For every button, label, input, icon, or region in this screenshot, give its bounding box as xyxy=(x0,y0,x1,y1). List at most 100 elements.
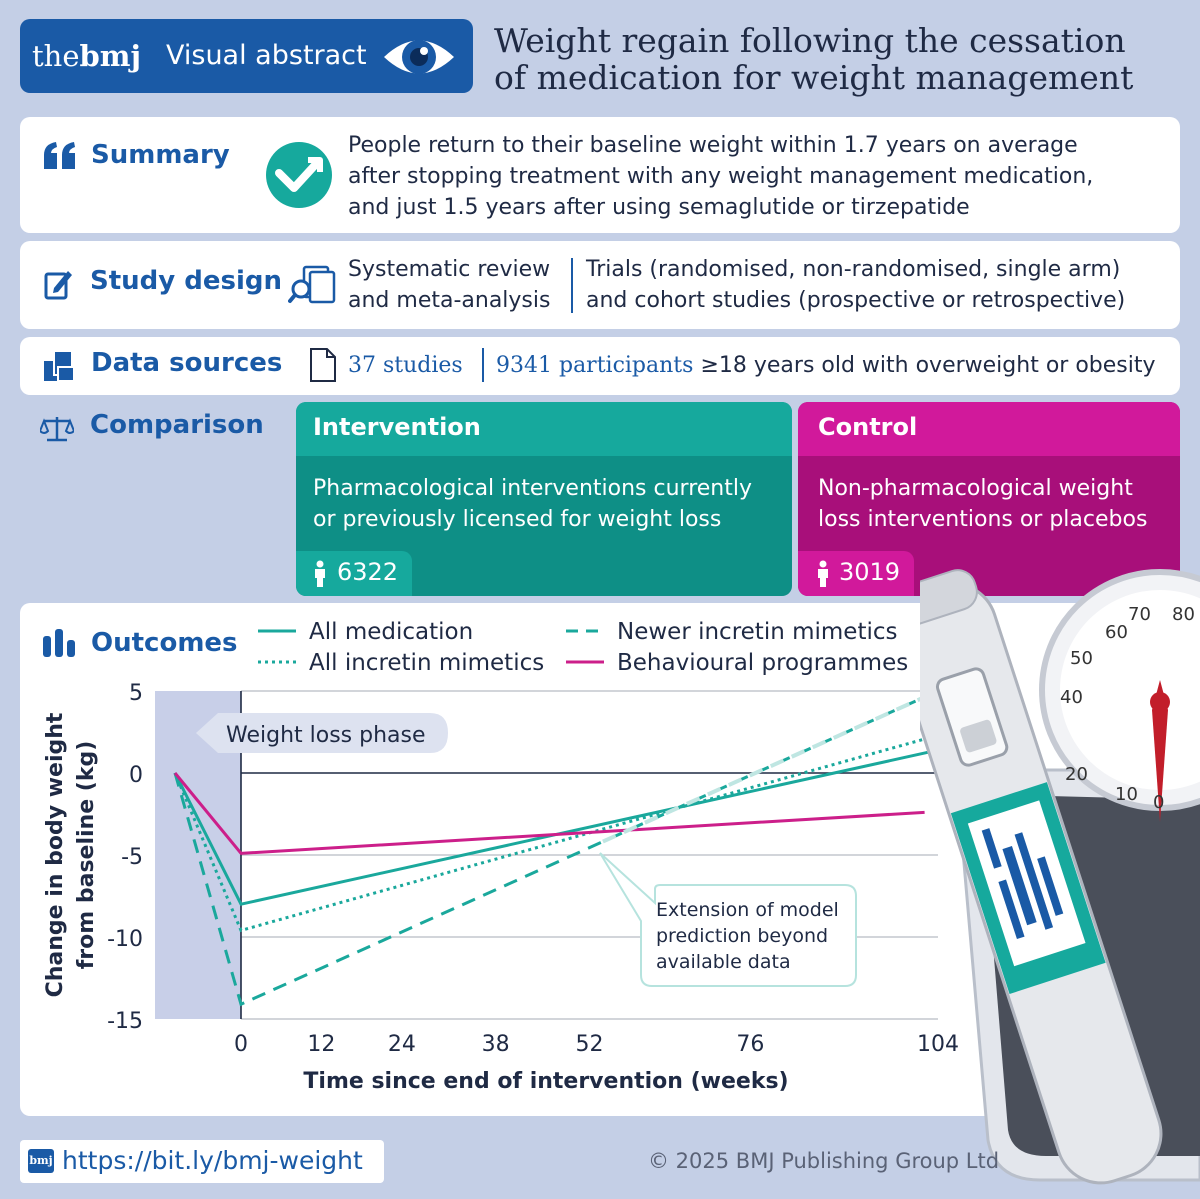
data-sources-text: 37 studies xyxy=(348,351,463,381)
study-design-line: and meta-analysis xyxy=(348,288,551,313)
svg-text:0: 0 xyxy=(1153,792,1164,813)
series-line xyxy=(173,689,939,1007)
study-design-card xyxy=(20,241,1180,329)
page-title-line: of medication for weight management xyxy=(494,58,1134,97)
intervention-count: 6322 xyxy=(337,558,399,586)
y-tick-label: 0 xyxy=(129,763,143,788)
study-design-label: Study design xyxy=(90,266,283,296)
control-text: Non-pharmacological weight loss interven… xyxy=(818,473,1147,535)
phase-callout xyxy=(196,713,448,753)
intervention-line: or previously licensed for weight loss xyxy=(313,507,722,532)
control-line: Non-pharmacological weight xyxy=(818,476,1133,501)
checkmark-arrow-icon xyxy=(266,142,332,208)
quote-icon xyxy=(44,142,75,169)
data-sources-divider xyxy=(482,348,484,382)
y-axis-label: Change in body weight xyxy=(43,712,68,997)
legend-label: All incretin mimetics xyxy=(309,650,544,676)
series-line xyxy=(173,733,939,933)
control-header xyxy=(798,402,1180,456)
pen-body xyxy=(920,569,1163,1185)
study-design-right: Trials (randomised, non-randomised, sing… xyxy=(586,254,1125,316)
svg-text:20: 20 xyxy=(1065,764,1088,785)
legend-label: All medication xyxy=(309,619,473,645)
series-line xyxy=(173,772,925,855)
data-sources-label: Data sources xyxy=(91,348,283,378)
injection-pen-illustration: 60 70 80 50 40 20 10 0 xyxy=(920,569,1200,1185)
summary-line: People return to their baseline weight w… xyxy=(348,133,1078,158)
url-badge[interactable] xyxy=(20,1140,384,1183)
study-design-divider xyxy=(571,258,573,313)
y-tick-label: -10 xyxy=(107,927,143,952)
documents-search-icon xyxy=(288,265,336,304)
svg-text:40: 40 xyxy=(1060,687,1083,708)
data-files-icon xyxy=(44,350,75,382)
person-icon xyxy=(818,560,828,587)
weight-change-chart: 5 0 -5 -10 -15 0 12 24 38 52 76 104 Time since end o… xyxy=(43,619,959,1094)
balance-scales-icon xyxy=(40,417,74,442)
url-link[interactable]: https://bit.ly/bmj-weight xyxy=(62,1146,363,1175)
bmj-small-logo: bmj xyxy=(28,1149,54,1173)
x-tick-label: 12 xyxy=(307,1032,335,1057)
x-tick-label: 0 xyxy=(234,1032,248,1057)
page-title-line: Weight regain following the cessation xyxy=(494,21,1126,60)
x-tick-label: 38 xyxy=(482,1032,510,1057)
control-title: Control xyxy=(818,413,918,441)
annotation-text: prediction beyond xyxy=(656,925,828,947)
comparison-label: Comparison xyxy=(90,410,264,440)
bar-chart-icon xyxy=(43,629,75,657)
control-count: 3019 xyxy=(839,558,901,586)
brand-the: the xyxy=(32,39,80,73)
annotation-text: available data xyxy=(656,951,791,973)
participants-description: ≥18 years old with overweight or obesity xyxy=(700,353,1156,378)
intervention-text: Pharmacological interventions currently … xyxy=(313,473,752,535)
intervention-title: Intervention xyxy=(313,413,481,441)
data-sources-card xyxy=(20,337,1180,395)
edit-icon xyxy=(44,271,72,300)
svg-text:80: 80 xyxy=(1172,604,1195,625)
control-line: loss interventions or placebos xyxy=(818,507,1148,532)
summary-label: Summary xyxy=(91,140,230,170)
svg-text:60: 60 xyxy=(1105,622,1128,643)
x-tick-label: 52 xyxy=(576,1032,604,1057)
y-tick-label: -15 xyxy=(107,1009,143,1034)
phase-label: Weight loss phase xyxy=(226,723,426,748)
outcomes-label: Outcomes xyxy=(91,628,238,658)
x-tick-label: 104 xyxy=(917,1032,959,1057)
summary-card xyxy=(20,117,1180,233)
annotation-box xyxy=(599,852,857,987)
brand-logo: thebmj xyxy=(32,36,141,76)
eye-icon xyxy=(384,40,454,74)
x-tick-label: 76 xyxy=(736,1032,764,1057)
annotation-text: Extension of model xyxy=(656,899,839,921)
x-axis-label: Time since end of intervention (weeks) xyxy=(303,1069,788,1094)
brand-bmj: bmj xyxy=(79,39,141,73)
study-design-line: Systematic review xyxy=(348,257,551,282)
svg-text:70: 70 xyxy=(1128,604,1151,625)
badge-label: Visual abstract xyxy=(166,40,367,71)
data-sources-text-2: 9341 participants ≥18 years old with ove… xyxy=(496,351,1156,381)
svg-text:50: 50 xyxy=(1070,648,1093,669)
y-tick-label: 5 xyxy=(129,681,143,706)
intervention-header xyxy=(296,402,792,456)
legend-label: Behavioural programmes xyxy=(617,650,908,676)
studies-count: 37 studies xyxy=(348,353,463,378)
summary-line: and just 1.5 years after using semagluti… xyxy=(348,195,970,220)
study-design-line: Trials (randomised, non-randomised, sing… xyxy=(586,257,1121,282)
study-design-line: and cohort studies (prospective or retro… xyxy=(586,288,1126,313)
y-tick-label: -5 xyxy=(121,845,143,870)
y-axis-label: from baseline (kg) xyxy=(74,741,99,970)
study-design-left: Systematic review and meta-analysis xyxy=(348,254,550,316)
legend-label: Newer incretin mimetics xyxy=(617,619,897,645)
intervention-panel xyxy=(296,402,792,596)
svg-text:10: 10 xyxy=(1115,784,1138,805)
summary-text: People return to their baseline weight w… xyxy=(348,130,1093,223)
file-icon xyxy=(310,348,336,382)
control-count-tab xyxy=(798,551,914,596)
intervention-line: Pharmacological interventions currently xyxy=(313,476,753,501)
page-title: Weight regain following the cessation of… xyxy=(494,22,1133,96)
series-extension-line xyxy=(602,689,939,844)
person-icon xyxy=(315,560,325,587)
participants-count: 9341 participants xyxy=(496,353,694,378)
x-tick-label: 24 xyxy=(388,1032,416,1057)
copyright: © 2025 BMJ Publishing Group Ltd xyxy=(648,1149,1000,1173)
